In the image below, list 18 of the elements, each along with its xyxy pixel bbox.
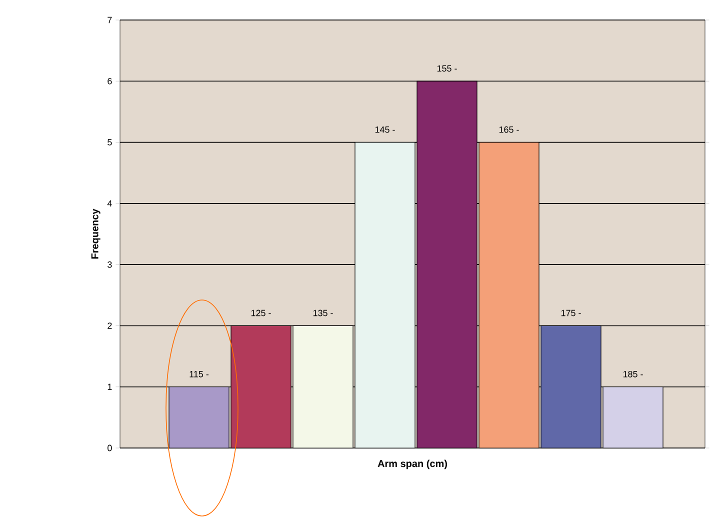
x-tick-label: 125 -: [251, 310, 271, 316]
x-tick-label: 145 -: [375, 126, 395, 133]
y-tick-label: 1: [108, 384, 112, 390]
x-tick-label: 165 -: [499, 126, 519, 133]
y-tick-label: 7: [108, 16, 112, 24]
y-tick-label: 5: [108, 139, 112, 146]
x-tick-label: 185 -: [623, 370, 643, 378]
y-tick-label: 2: [108, 322, 112, 329]
x-axis-title: Arm span (cm): [378, 460, 448, 470]
y-tick-label: 4: [107, 200, 112, 207]
x-tick-label: 155 -: [437, 65, 457, 72]
y-tick-label: 3: [108, 261, 112, 268]
x-tick-label: 135 -: [313, 310, 333, 316]
y-axis-title: Frequency: [91, 208, 100, 259]
x-tick-label: 115 -: [190, 371, 209, 378]
y-tick-label: 6: [108, 78, 112, 84]
x-tick-label: 175 -: [561, 310, 581, 316]
y-tick-label: 0: [108, 444, 112, 452]
